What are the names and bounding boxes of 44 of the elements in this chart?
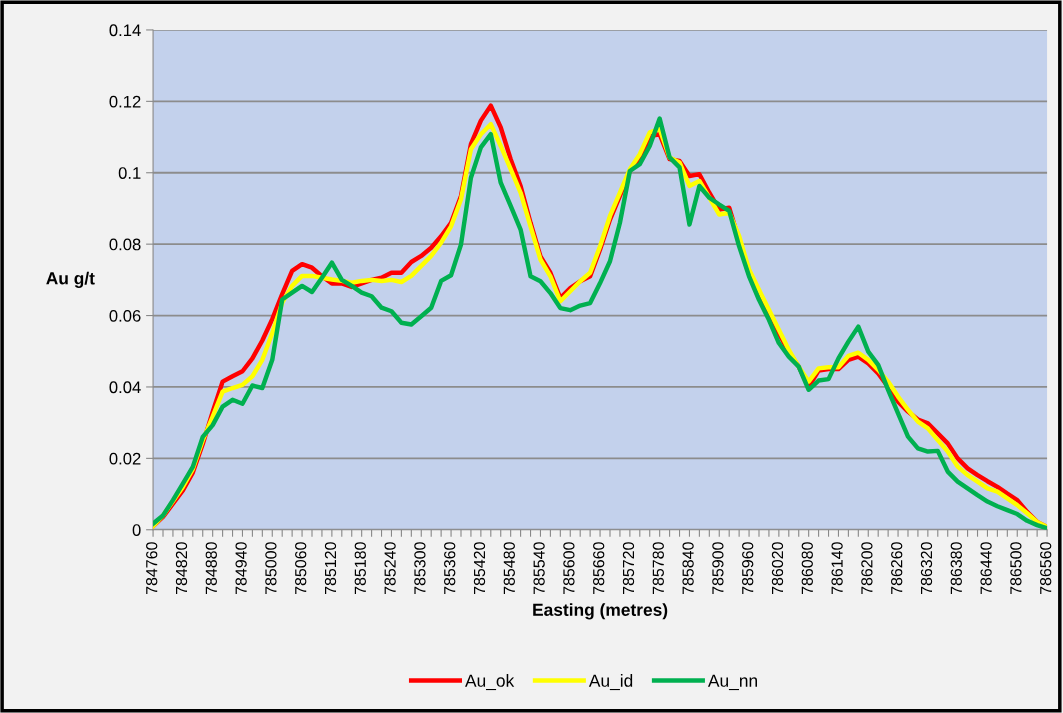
x-tick-label: 786500 xyxy=(1010,542,1022,595)
y-tick-label: 0.1 xyxy=(118,167,141,179)
y-tick-label: 0.14 xyxy=(109,24,141,37)
y-tick-label: 0.06 xyxy=(109,309,141,322)
x-tick-label: 784820 xyxy=(175,542,188,595)
legend-label: Au_id xyxy=(588,674,633,691)
y-axis-title: Au g/t xyxy=(46,271,95,288)
y-tick-label: 0.02 xyxy=(109,452,141,465)
x-tick-label: 786560 xyxy=(1040,542,1052,595)
x-axis-title: Easting (metres) xyxy=(533,603,668,620)
x-tick-label: 785720 xyxy=(622,542,635,595)
x-tick-label: 786080 xyxy=(801,542,813,595)
x-tick-label: 785240 xyxy=(384,542,396,595)
x-tick-label: 785420 xyxy=(473,542,486,595)
x-tick-label: 784940 xyxy=(235,542,247,595)
x-tick-label: 785900 xyxy=(712,542,724,595)
x-tick-label: 785660 xyxy=(593,542,605,595)
x-tick-label: 786020 xyxy=(771,542,784,595)
x-tick-label: 785300 xyxy=(414,542,426,595)
y-tick-label: 0.12 xyxy=(109,95,141,108)
x-tick-label: 785360 xyxy=(444,542,456,595)
x-tick-label: 785840 xyxy=(682,542,694,595)
x-tick-label: 785960 xyxy=(742,542,754,595)
y-tick-label: 0.08 xyxy=(109,238,141,251)
legend-label: Au_ok xyxy=(465,674,515,691)
x-tick-label: 785120 xyxy=(324,542,337,595)
y-tick-label: 0 xyxy=(132,524,141,536)
x-tick-label: 786260 xyxy=(891,542,903,595)
x-tick-label: 785180 xyxy=(354,542,366,595)
x-tick-label: 786380 xyxy=(950,542,962,595)
x-tick-label: 786140 xyxy=(831,542,843,595)
x-tick-label: 785060 xyxy=(295,542,307,595)
x-tick-label: 784880 xyxy=(205,542,217,595)
y-tick-label: 0.04 xyxy=(109,381,141,394)
x-tick-label: 785540 xyxy=(533,542,545,595)
x-tick-label: 785780 xyxy=(652,542,664,595)
x-tick-label: 784760 xyxy=(146,542,158,595)
x-tick-label: 786440 xyxy=(980,542,992,595)
legend-label: Au_nn xyxy=(707,674,757,691)
x-tick-label: 785600 xyxy=(563,542,575,595)
x-tick-label: 785000 xyxy=(265,542,277,595)
x-tick-label: 785480 xyxy=(503,542,515,595)
x-tick-label: 786320 xyxy=(920,542,933,595)
x-tick-label: 786200 xyxy=(861,542,873,595)
